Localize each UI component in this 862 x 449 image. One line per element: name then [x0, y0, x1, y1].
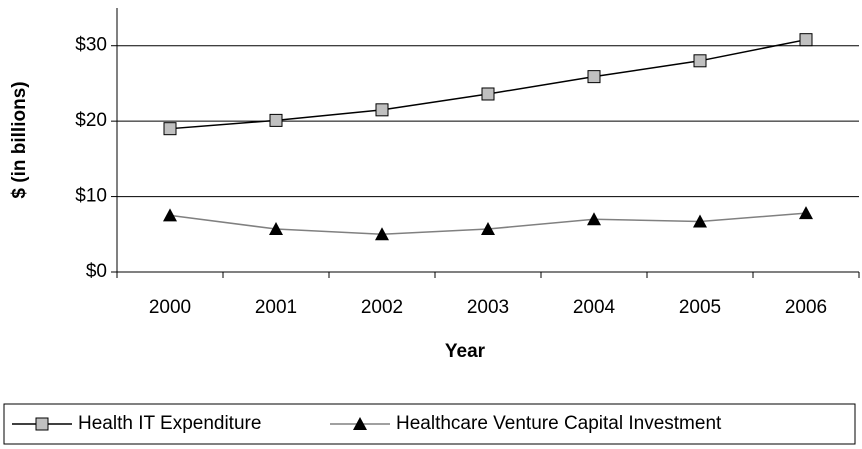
- marker: [163, 208, 177, 222]
- x-tick-label: 2001: [255, 297, 297, 318]
- legend-marker: [353, 417, 367, 430]
- y-tick-label: $30: [75, 35, 107, 56]
- marker: [163, 122, 177, 136]
- y-tick-label: $0: [86, 261, 107, 282]
- x-tick-label: 2006: [785, 297, 827, 318]
- legend-label: Healthcare Venture Capital Investment: [396, 413, 722, 434]
- marker: [799, 33, 813, 47]
- y-tick-label: $10: [75, 186, 107, 207]
- y-axis-title: $ (in billions): [9, 81, 30, 198]
- series-line: [169, 38, 807, 130]
- marker: [587, 70, 601, 84]
- x-tick-label: 2003: [467, 297, 509, 318]
- x-axis-title: Year: [445, 341, 486, 362]
- marker: [693, 54, 707, 68]
- marker: [481, 222, 495, 236]
- marker: [269, 113, 283, 127]
- y-tick-label: $20: [75, 110, 107, 131]
- marker: [587, 212, 601, 226]
- marker: [375, 103, 389, 117]
- marker: [269, 222, 283, 236]
- marker: [799, 206, 813, 220]
- legend-box: [3, 403, 856, 445]
- x-tick-label: 2000: [149, 297, 191, 318]
- legend-marker: [35, 417, 49, 431]
- x-tick-label: 2002: [361, 297, 403, 318]
- marker: [375, 227, 389, 241]
- x-tick-label: 2005: [679, 297, 721, 318]
- x-tick-label: 2004: [573, 297, 616, 318]
- marker: [693, 214, 707, 228]
- legend-label: Health IT Expenditure: [78, 413, 261, 434]
- marker: [481, 87, 495, 101]
